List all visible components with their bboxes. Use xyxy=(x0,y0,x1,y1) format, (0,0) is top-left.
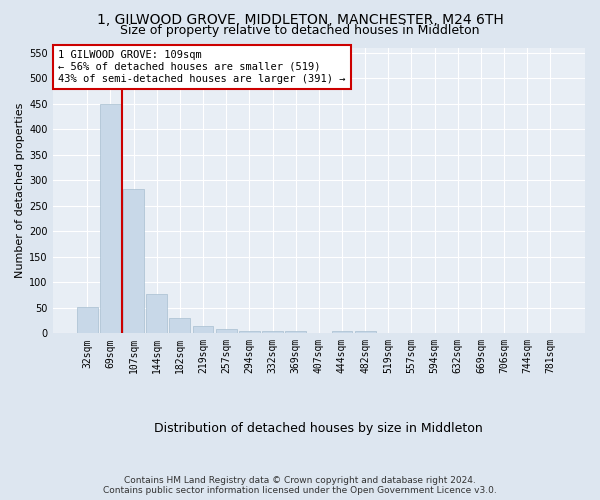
Bar xyxy=(193,326,214,334)
Y-axis label: Number of detached properties: Number of detached properties xyxy=(15,102,25,278)
Bar xyxy=(355,330,376,334)
Text: 1 GILWOOD GROVE: 109sqm
← 56% of detached houses are smaller (519)
43% of semi-d: 1 GILWOOD GROVE: 109sqm ← 56% of detache… xyxy=(58,50,346,84)
Bar xyxy=(285,331,306,334)
Bar xyxy=(123,189,144,334)
Bar xyxy=(332,330,352,334)
X-axis label: Distribution of detached houses by size in Middleton: Distribution of detached houses by size … xyxy=(154,422,483,435)
Text: 1, GILWOOD GROVE, MIDDLETON, MANCHESTER, M24 6TH: 1, GILWOOD GROVE, MIDDLETON, MANCHESTER,… xyxy=(97,12,503,26)
Bar xyxy=(216,328,236,334)
Bar xyxy=(239,331,260,334)
Bar xyxy=(77,306,98,334)
Text: Contains HM Land Registry data © Crown copyright and database right 2024.
Contai: Contains HM Land Registry data © Crown c… xyxy=(103,476,497,495)
Bar xyxy=(100,104,121,334)
Text: Size of property relative to detached houses in Middleton: Size of property relative to detached ho… xyxy=(120,24,480,37)
Bar xyxy=(262,330,283,334)
Bar xyxy=(169,318,190,334)
Bar xyxy=(146,294,167,334)
